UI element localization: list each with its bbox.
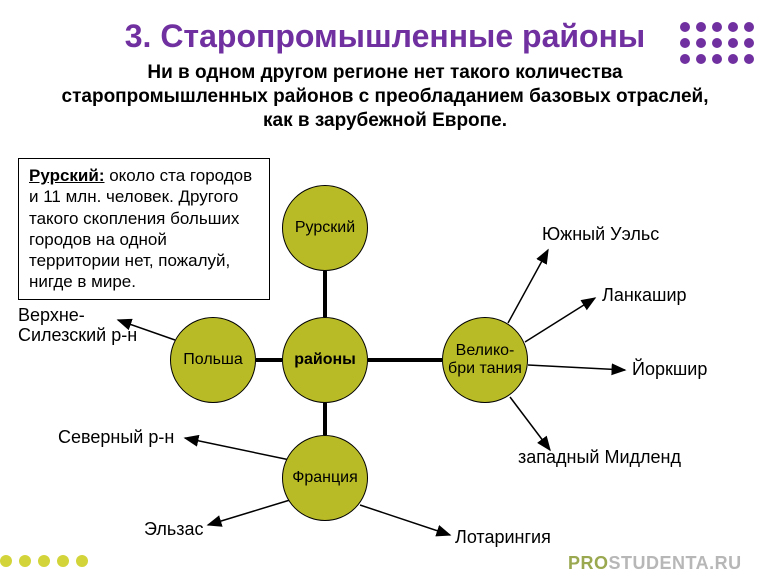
decoration-dot <box>712 22 722 32</box>
decoration-dot <box>712 54 722 64</box>
node-center: районы <box>282 317 368 403</box>
watermark: PROSTUDENTA.RU <box>568 553 742 574</box>
arrow-label: Йоркшир <box>632 360 707 380</box>
decoration-dot <box>744 22 754 32</box>
decoration-dot <box>0 555 12 567</box>
decoration-dots-right <box>680 22 754 64</box>
node-uk: Велико-бри тания <box>442 317 528 403</box>
arrow-label: Лотарингия <box>455 528 551 548</box>
decoration-dot <box>680 54 690 64</box>
decoration-dot <box>19 555 31 567</box>
arrow-label: Южный Уэльс <box>542 225 659 245</box>
decoration-dot <box>696 22 706 32</box>
arrow-label: западный Мидленд <box>518 448 681 468</box>
arrow-label: Северный р-н <box>58 428 174 448</box>
decoration-dot <box>712 38 722 48</box>
decoration-dot <box>696 38 706 48</box>
decoration-dot <box>57 555 69 567</box>
page-title: 3. Старопромышленные районы <box>0 0 770 55</box>
arrow-label: Ланкашир <box>602 286 687 306</box>
node-france: Франция <box>282 435 368 521</box>
decoration-dot <box>728 38 738 48</box>
arrow-label: Верхне-Силезский р-н <box>18 306 168 346</box>
decoration-dot <box>744 38 754 48</box>
node-poland: Польша <box>170 317 256 403</box>
decoration-dot <box>680 22 690 32</box>
decoration-dots-bottom <box>0 555 88 567</box>
infobox-lead: Рурский: <box>29 166 104 185</box>
decoration-dot <box>744 54 754 64</box>
watermark-green: PRO <box>568 553 609 573</box>
watermark-gray: STUDENTA.RU <box>609 553 742 573</box>
node-ruhr: Рурский <box>282 185 368 271</box>
ruhr-infobox: Рурский: около ста городов и 11 млн. чел… <box>18 158 270 300</box>
decoration-dot <box>728 22 738 32</box>
decoration-dot <box>728 54 738 64</box>
page-subtitle: Ни в одном другом регионе нет такого кол… <box>0 55 770 132</box>
arrow-label: Эльзас <box>144 520 203 540</box>
decoration-dot <box>680 38 690 48</box>
decoration-dot <box>38 555 50 567</box>
decoration-dot <box>76 555 88 567</box>
decoration-dot <box>696 54 706 64</box>
